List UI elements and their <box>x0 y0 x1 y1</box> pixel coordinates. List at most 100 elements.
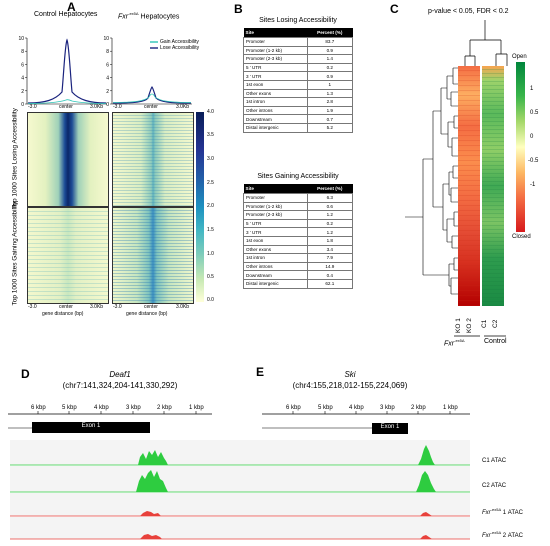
colorbar-tick-6: 1.0 <box>207 251 214 257</box>
heat-right-xlabel: gene distance (bp) <box>126 311 168 317</box>
heat-left-xtick-1: center <box>59 304 73 310</box>
scale-colorbar <box>516 62 525 232</box>
table-cell-percent: 62.1 <box>306 278 354 289</box>
table-cell-site: Other introns <box>243 261 308 272</box>
table-row: 5 ’ UTR 0.2 <box>243 62 354 73</box>
table-cell-site: Downstream <box>243 270 308 280</box>
scale-tick-2: 0 <box>530 134 534 140</box>
genome-tracks <box>8 411 470 540</box>
table-cell-percent: 0.9 <box>306 71 354 81</box>
e-scale-3: 3 kbp <box>380 405 395 411</box>
table-cell-percent: 0.2 <box>306 218 354 229</box>
profile-ytick: 6 <box>21 62 24 68</box>
table-cell-percent: 3.4 <box>306 244 354 255</box>
colorbar-tick-5: 1.5 <box>207 227 214 233</box>
panel-e-letter: E <box>256 365 265 379</box>
heatmap-control-losing <box>27 112 109 207</box>
table-cell-percent: 0.7 <box>306 114 354 124</box>
group-ko-gene: Fxr <box>444 340 455 348</box>
table-cell-percent: 1.2 <box>306 227 354 237</box>
table-cell-site: 3 ’ UTR <box>243 227 308 237</box>
d-scale-1: 5 kbp <box>62 405 77 411</box>
clustered-heatmap-control <box>482 66 504 306</box>
heatmap-ko-gaining <box>112 207 194 304</box>
profile-ytick: 4 <box>106 76 109 82</box>
d-scale-3: 3 kbp <box>126 405 141 411</box>
e-scale-4: 2 kbp <box>411 405 426 411</box>
panel-d-letter: D <box>21 367 30 381</box>
heatmap-ko-losing <box>112 112 194 207</box>
profile-left-xtick-0: -3.0 <box>28 104 37 110</box>
profile-right-xtick-0: -3.0 <box>113 104 122 110</box>
row-dendrogram <box>405 67 458 295</box>
track-label-ko1: Fxr-ex5Δ 1 ATAC <box>482 507 523 516</box>
table-row: Downstream 0.4 <box>243 270 354 280</box>
d-exon-label: Exon 1 <box>81 423 101 429</box>
table-row: 3 ’ UTR 1.2 <box>243 227 354 237</box>
colorbar-tick-4: 2.0 <box>207 203 214 209</box>
table-row: 1st exon 1 <box>243 79 354 90</box>
heatmap-colorbar <box>196 112 204 302</box>
table-cell-site: Promoter (1-2 kb) <box>243 201 308 212</box>
right-title-rest: Hepatocytes <box>138 13 180 21</box>
scale-tick-4: -1 <box>530 182 536 188</box>
panel-a-left-title: Control Hepatocytes <box>34 11 98 18</box>
group-ko-sup: -ex5Δ <box>454 338 465 343</box>
scale-open-label: Open <box>512 54 527 60</box>
table-row: Promoter (1-2 kb) 0.6 <box>243 201 354 212</box>
profile-ytick: 2 <box>21 89 24 95</box>
table-cell-site: Promoter (1-2 kb) <box>243 45 308 56</box>
scale-tick-0: 1 <box>530 86 534 92</box>
profile-ytick: 10 <box>103 36 109 42</box>
table-header-site: Site <box>243 28 308 38</box>
d-exon-box <box>32 422 150 433</box>
table-row: 1st intron 7.9 <box>243 253 354 263</box>
table-cell-site: 5 ’ UTR <box>243 218 308 229</box>
heat-left-xlabel: gene distance (bp) <box>42 311 84 317</box>
heat-left-xtick-2: 3.0Kb <box>90 304 104 310</box>
e-ruler <box>262 411 470 429</box>
profile-ytick: 0 <box>106 102 109 108</box>
profile-ytick: 4 <box>21 76 24 82</box>
group-brackets <box>454 335 506 337</box>
table-cell-site: Distal intergenic <box>243 122 308 133</box>
table-row: Other exons 1.3 <box>243 88 354 99</box>
ko1-gene: Fxr <box>482 510 491 516</box>
scale-tick-1: 0.5 <box>530 110 539 116</box>
table-cell-percent: 0.6 <box>306 201 354 212</box>
profile-ytick: 2 <box>106 89 109 95</box>
table-row: Other exons 3.4 <box>243 244 354 255</box>
table-cell-percent: 1.8 <box>306 235 354 246</box>
table-cell-percent: 1 <box>306 79 354 90</box>
table-cell-site: Promoter (2-3 kb) <box>243 210 308 220</box>
profile-ytick: 0 <box>21 102 24 108</box>
table-cell-percent: 1.9 <box>306 105 354 116</box>
ko2-rest: 2 ATAC <box>501 533 523 539</box>
table-row: Distal intergenic 62.1 <box>243 278 354 289</box>
row-label-gaining: Top 1000 Sites Gaining Accessibility <box>11 201 19 306</box>
d-ruler <box>8 411 212 429</box>
profile-right-xtick-1: center <box>144 104 158 110</box>
table-row: 5 ’ UTR 0.2 <box>243 218 354 229</box>
legend-gain: Gain Accessibility <box>160 39 199 45</box>
table-cell-percent: 7.9 <box>306 253 354 263</box>
table-row: Promoter 83.7 <box>243 37 354 47</box>
profile-right-xtick-2: 3.0Kb <box>176 104 190 110</box>
profile-left-xtick-2: 3.0Kb <box>90 104 104 110</box>
table-header-percent: Percent (%) <box>307 184 353 194</box>
panel-a-right-title: Fxr-ex5Δ Hepatocytes <box>118 11 179 20</box>
col-label-c1: C1 <box>481 319 488 328</box>
table-gaining: Site Percent (%) Promoter 6.3 Promoter (1-… <box>243 184 354 289</box>
table-cell-site: 3 ’ UTR <box>243 71 308 81</box>
table-cell-site: 1st intron <box>243 253 308 263</box>
ko2-sup: -ex5Δ <box>490 530 502 535</box>
colorbar-tick-1: 3.5 <box>207 132 214 138</box>
colorbar-tick-2: 3.0 <box>207 156 214 162</box>
table-cell-site: Distal intergenic <box>243 278 308 289</box>
profile-ytick: 8 <box>106 49 109 55</box>
track-label-c1: C1 ATAC <box>482 458 507 464</box>
panel-e-gene: Ski <box>344 370 356 379</box>
table-header-site: Site <box>243 184 308 194</box>
table-row: Promoter (1-2 kb) 0.9 <box>243 45 354 56</box>
group-label-ko: Fxr-ex5Δ <box>444 338 465 347</box>
